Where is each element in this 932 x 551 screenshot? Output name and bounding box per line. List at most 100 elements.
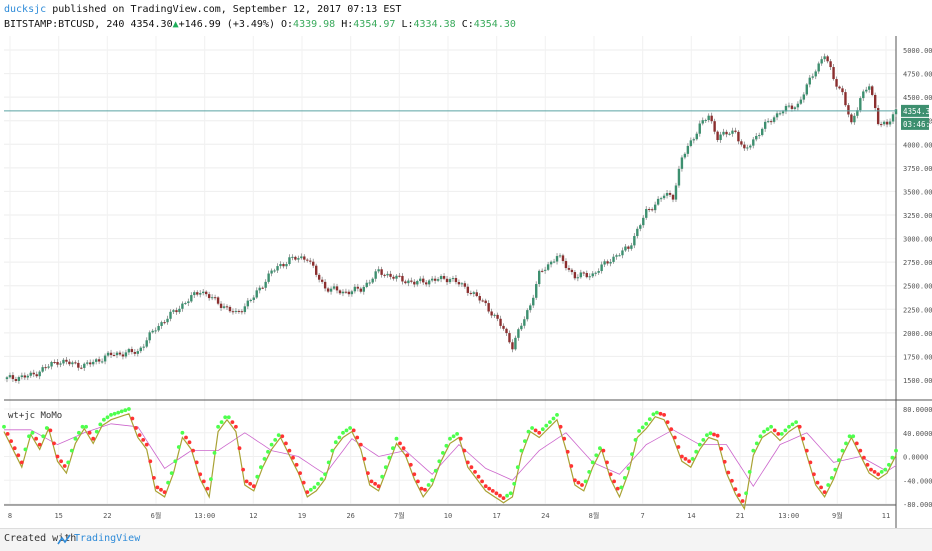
osc-dot [155,485,160,490]
candle-body [380,269,383,275]
osc-dot [523,439,527,443]
time-tick-label: 13:00 [194,512,215,520]
candle-body [41,367,44,372]
published-text: published on TradingView.com, September … [52,4,402,15]
time-tick-label: 8월 [589,511,600,520]
candle-body [561,255,565,262]
candle-body [368,282,371,284]
candle-body [722,131,725,135]
osc-dot [847,434,852,439]
osc-dot [676,445,681,449]
time-tick-label: 22 [103,512,111,520]
candle-body [650,209,654,211]
candle-body [662,195,666,199]
chart-canvas[interactable]: 5000.004750.004500.004250.004000.003750.… [0,36,932,528]
candle-body [294,256,297,260]
indicator-title[interactable]: wt+jc MoMo [8,411,62,421]
osc-dot [262,457,267,461]
osc-dot [152,476,156,480]
osc-dot [276,433,281,437]
candle-body [341,291,345,294]
candle-body [847,105,850,115]
osc-dot [69,448,74,453]
author-link[interactable]: ducksjc [4,4,47,15]
osc-dot [862,455,866,460]
candle-body [719,134,722,141]
osc-dot [419,486,424,491]
candle-body [145,340,148,347]
candle-body [317,274,321,280]
osc-dot [41,434,46,439]
candle-body [761,128,764,136]
osc-dot [341,430,345,435]
candle-body [606,261,609,264]
osc-dot [455,432,459,436]
candle-body [469,292,473,294]
candle-body [689,140,693,146]
osc-dot [169,471,174,475]
candle-body [585,272,588,278]
candle-body [92,361,95,365]
osc-dot [19,460,24,465]
candle-body [639,225,642,229]
candle-body [633,236,636,246]
osc-dot [540,427,545,432]
osc-dot [590,460,595,465]
candle-body [454,278,458,283]
candle-body [178,308,181,313]
symbol-label[interactable]: BITSTAMP:BTCUSD, 240 [4,19,125,30]
osc-dot [701,438,706,442]
price-tick-label: 3250.00 [903,212,932,220]
osc-dot [119,409,124,414]
candle-body [677,168,681,186]
candle-body [118,352,122,355]
osc-dot [612,479,616,484]
candle-body [279,264,282,267]
osc-dot [23,447,28,452]
time-tick-label: 8 [8,512,12,520]
osc-dot [251,484,256,489]
osc-dot [316,481,320,486]
time-axis[interactable]: 8 15 22 6월 13:00 12 19 26 7월 10 17 24 8월 7 14 21 13:00 9월… [8,511,890,520]
candle-body [460,283,464,285]
osc-dot [91,436,96,441]
publish-line: ducksjc published on TradingView.com, Se… [4,4,401,15]
osc-dot [148,459,153,464]
candle-body [588,276,591,278]
candle-body [86,362,89,364]
osc-dot [244,479,249,484]
osc-dot [747,470,752,474]
osc-dot [123,408,128,413]
candle-body [264,281,267,288]
osc-dot [708,431,713,436]
osc-dot [580,483,584,487]
osc-dot [323,472,327,477]
candle-body [228,306,232,312]
candle-body [701,120,704,124]
osc-dot [887,462,891,467]
osc-dot [237,446,242,451]
candle-body [68,361,71,365]
candle-body [579,272,583,278]
candle-body [89,362,92,365]
candle-body [240,311,244,313]
osc-dot [558,424,563,429]
tradingview-link[interactable]: TradingView [74,533,141,544]
price-axis[interactable]: 5000.004750.004500.004250.004000.003750.… [903,47,932,385]
osc-dot [344,428,349,433]
osc-dot [694,449,699,454]
osc-dot [537,430,542,435]
price-tick-label: 4000.00 [903,141,932,149]
osc-dot [733,487,738,492]
candle-body [282,264,285,267]
countdown-text: 03:46:25 [903,120,932,129]
osc-dot [730,478,734,483]
osc-dot [294,462,299,467]
time-tick-label: 9월 [832,511,843,520]
candle-body [419,278,422,282]
osc-dot [476,474,481,479]
candle-body [603,261,606,265]
osc-dot [105,415,110,420]
candle-body [692,139,696,141]
osc-dot [326,460,331,465]
